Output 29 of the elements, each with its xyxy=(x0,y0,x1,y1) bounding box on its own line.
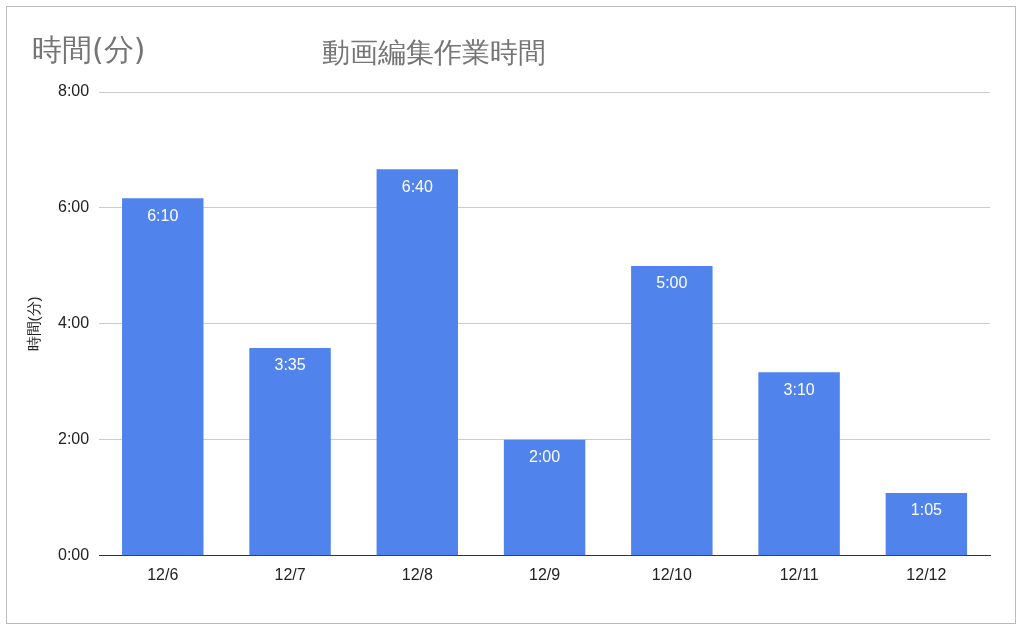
data-label: 1:05 xyxy=(910,501,943,519)
data-label: 3:35 xyxy=(274,356,306,374)
x-tick-label: 12/12 xyxy=(906,565,947,583)
data-label: 5:00 xyxy=(656,274,688,292)
y-tick-label: 8:00 xyxy=(58,82,90,100)
y-tick-label: 4:00 xyxy=(58,314,90,332)
data-label: 6:10 xyxy=(147,206,179,224)
bar xyxy=(376,169,459,556)
x-tick-label: 12/8 xyxy=(401,565,433,583)
x-tick-label: 12/6 xyxy=(147,565,179,583)
bar xyxy=(631,265,713,556)
data-label: 6:40 xyxy=(401,177,433,195)
y-tick-label: 6:00 xyxy=(58,198,90,216)
bar xyxy=(503,439,586,556)
y-axis-title: 時間(分) xyxy=(25,296,43,352)
text: 時間(分) xyxy=(32,31,146,69)
bar xyxy=(122,198,204,556)
x-tick-label: 12/10 xyxy=(651,565,692,583)
chart-title: 動画編集作業時間 xyxy=(322,35,546,71)
data-label: 3:10 xyxy=(783,380,815,398)
data-label: 2:00 xyxy=(529,448,561,466)
x-tick-label: 12/7 xyxy=(274,565,306,583)
y-tick-label: 2:00 xyxy=(58,430,90,448)
y-tick-label: 0:00 xyxy=(58,546,90,564)
bar xyxy=(885,493,968,556)
bar xyxy=(249,348,331,556)
x-tick-label: 12/11 xyxy=(779,565,819,583)
bar xyxy=(758,372,840,556)
x-tick-label: 12/9 xyxy=(529,565,561,583)
